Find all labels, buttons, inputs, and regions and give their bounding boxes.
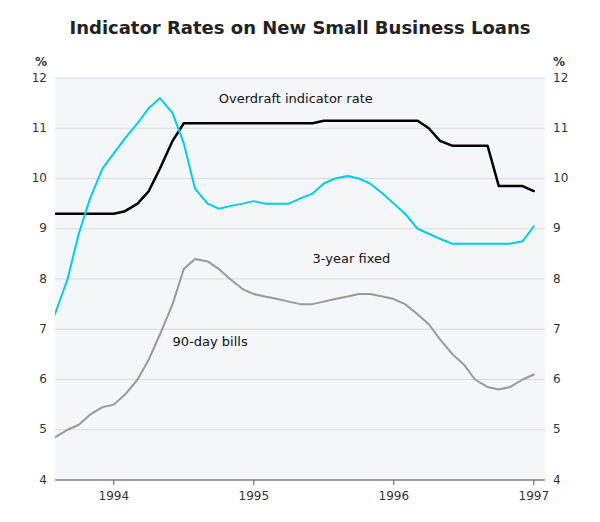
series-line bbox=[55, 98, 534, 314]
x-tick bbox=[253, 480, 254, 485]
y2-axis-label: % bbox=[553, 55, 565, 69]
series-group bbox=[55, 98, 534, 437]
y-axis-label: % bbox=[35, 55, 47, 69]
y2-tick-label: 12 bbox=[553, 71, 568, 85]
y2-tick-label: 11 bbox=[553, 121, 568, 135]
y-tick-label: 11 bbox=[32, 121, 47, 135]
y-tick-label: 8 bbox=[39, 272, 47, 286]
annotations: Overdraft indicator rate 3-year fixed 90-d… bbox=[173, 91, 391, 350]
grid-line bbox=[55, 228, 545, 229]
y2-tick-label: 8 bbox=[553, 272, 561, 286]
x-tick-label: 1995 bbox=[239, 489, 270, 503]
grid-line bbox=[55, 78, 545, 79]
y-tick-label: 5 bbox=[39, 422, 47, 436]
grid bbox=[55, 78, 545, 480]
y2-tick-label: 6 bbox=[553, 372, 561, 386]
y-axis: 4 5 6 7 8 9 10 11 12 bbox=[32, 71, 47, 487]
grid-line bbox=[55, 480, 545, 481]
y2-tick-label: 5 bbox=[553, 422, 561, 436]
plot-background bbox=[55, 78, 545, 480]
y2-tick-label: 9 bbox=[553, 221, 561, 235]
y-tick-label: 9 bbox=[39, 221, 47, 235]
chart: 4 5 6 7 8 9 10 11 12 4 5 6 7 8 9 10 11 12 1994 1995 1996 1997… bbox=[0, 0, 600, 522]
x-axis-line bbox=[55, 480, 545, 481]
y-tick-label: 4 bbox=[39, 473, 47, 487]
x-axis: 1994 1995 1996 1997 bbox=[99, 480, 550, 503]
grid-line bbox=[55, 128, 545, 129]
grid-line bbox=[55, 429, 545, 430]
title: Indicator Rates on New Small Business Lo… bbox=[69, 17, 530, 38]
x-tick-label: 1996 bbox=[379, 489, 410, 503]
x-tick bbox=[393, 480, 394, 485]
y-tick-label: 7 bbox=[39, 322, 47, 336]
annotation: Overdraft indicator rate bbox=[219, 91, 373, 106]
y-tick-label: 10 bbox=[32, 171, 47, 185]
grid-line bbox=[55, 379, 545, 380]
annotation: 3-year fixed bbox=[313, 251, 391, 266]
grid-line bbox=[55, 279, 545, 280]
y-tick-label: 6 bbox=[39, 372, 47, 386]
series-line bbox=[55, 259, 534, 437]
y2-tick-label: 10 bbox=[553, 171, 568, 185]
x-tick-label: 1994 bbox=[99, 489, 130, 503]
x-tick bbox=[113, 480, 114, 485]
annotation: 90-day bills bbox=[173, 334, 248, 349]
grid-line bbox=[55, 329, 545, 330]
y2-axis: 4 5 6 7 8 9 10 11 12 bbox=[553, 71, 568, 487]
x-tick-label: 1997 bbox=[519, 489, 550, 503]
grid-line bbox=[55, 178, 545, 179]
y2-tick-label: 7 bbox=[553, 322, 561, 336]
y-tick-label: 12 bbox=[32, 71, 47, 85]
y2-tick-label: 4 bbox=[553, 473, 561, 487]
x-tick bbox=[533, 480, 534, 485]
